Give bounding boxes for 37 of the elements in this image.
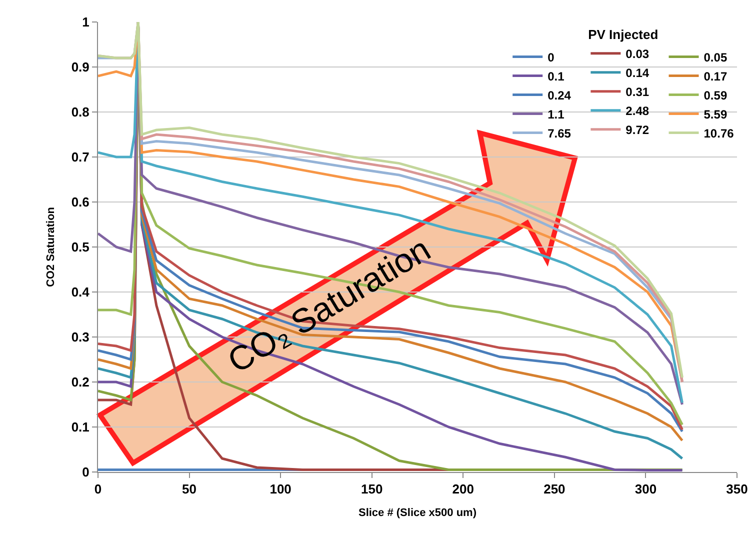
legend-title: PV Injected <box>588 26 658 42</box>
x-tick-label: 150 <box>361 482 383 497</box>
legend-label: 1.1 <box>548 107 565 122</box>
legend-label: 0.1 <box>548 69 565 84</box>
legend-label: 5.59 <box>704 107 728 122</box>
legend-label: 0.31 <box>626 85 650 100</box>
legend-label: 0.17 <box>704 69 728 84</box>
legend-label: 0 <box>548 50 555 64</box>
x-tick-label: 250 <box>544 482 566 497</box>
y-tick-label: 0.8 <box>71 104 90 120</box>
legend-label: 9.72 <box>626 123 650 138</box>
y-tick-label: 0.6 <box>71 194 90 210</box>
y-axis-title: CO2 Saturation <box>44 206 57 288</box>
y-tick-label: 0.9 <box>71 60 90 75</box>
x-tick-label: 350 <box>726 482 748 497</box>
y-tick-label: 1 <box>82 14 90 30</box>
x-tick-label: 0 <box>94 482 102 497</box>
y-tick-label: 0.5 <box>71 240 90 255</box>
x-tick-label: 50 <box>182 482 197 497</box>
x-tick-label: 200 <box>452 482 474 497</box>
x-tick-label: 100 <box>270 482 292 497</box>
legend-label: 0.24 <box>548 88 572 102</box>
legend-label: 0.59 <box>704 88 728 102</box>
y-tick-label: 0.4 <box>71 284 90 300</box>
legend-label: 0.14 <box>626 66 650 80</box>
y-tick-label: 0 <box>82 464 90 480</box>
legend-label: 2.48 <box>626 104 650 118</box>
x-axis-title: Slice # (Slice x500 um) <box>358 506 477 519</box>
y-tick-label: 0.3 <box>71 330 90 345</box>
y-tick-label: 0.1 <box>71 420 90 435</box>
legend-label: 7.65 <box>548 126 572 140</box>
legend-label: 0.05 <box>704 50 728 64</box>
y-tick-label: 0.2 <box>71 374 90 390</box>
legend-label: 0.03 <box>626 47 650 62</box>
legend-label: 10.76 <box>704 126 734 140</box>
x-tick-label: 300 <box>634 482 657 497</box>
y-tick-label: 0.7 <box>71 150 90 165</box>
